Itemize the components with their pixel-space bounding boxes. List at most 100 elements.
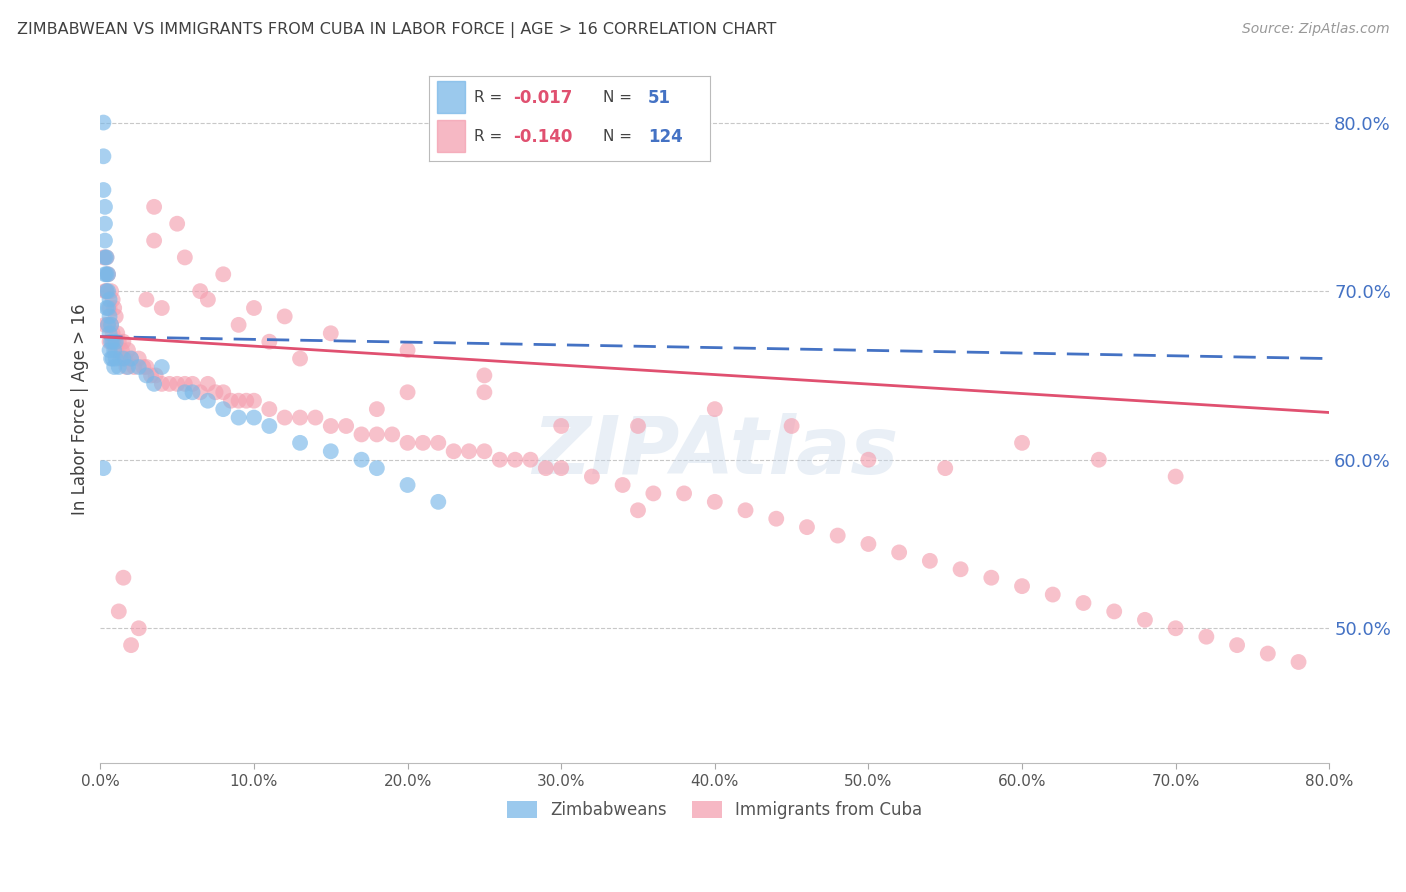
Text: R =: R =	[474, 129, 502, 145]
Point	[166, 376, 188, 391]
Point	[703, 495, 725, 509]
Point	[103, 301, 125, 315]
Point	[97, 267, 120, 281]
Point	[100, 284, 122, 298]
Point	[114, 351, 136, 366]
Point	[581, 469, 603, 483]
Point	[350, 452, 373, 467]
Point	[243, 410, 266, 425]
Point	[135, 368, 157, 383]
Point	[145, 368, 167, 383]
Point	[98, 334, 121, 349]
Point	[104, 351, 127, 366]
Point	[100, 318, 122, 332]
Point	[212, 267, 235, 281]
Point	[1164, 469, 1187, 483]
Point	[288, 435, 311, 450]
Point	[304, 410, 326, 425]
Point	[94, 234, 117, 248]
Point	[181, 385, 204, 400]
Text: 124: 124	[648, 128, 683, 145]
Point	[827, 528, 849, 542]
Point	[101, 326, 124, 341]
Point	[381, 427, 404, 442]
Point	[120, 351, 142, 366]
Point	[1288, 655, 1310, 669]
Point	[105, 326, 128, 341]
Point	[458, 444, 481, 458]
Point	[243, 393, 266, 408]
Point	[93, 251, 115, 265]
Point	[858, 452, 880, 467]
Point	[1102, 604, 1125, 618]
Point	[1226, 638, 1249, 652]
Point	[627, 503, 650, 517]
Point	[115, 359, 138, 374]
Text: N =: N =	[603, 129, 633, 145]
Point	[122, 359, 145, 374]
Point	[93, 183, 115, 197]
Point	[100, 334, 122, 349]
Point	[474, 368, 496, 383]
Point	[366, 427, 388, 442]
Point	[197, 376, 219, 391]
Point	[474, 385, 496, 400]
Point	[110, 351, 132, 366]
Point	[918, 554, 941, 568]
Point	[335, 419, 357, 434]
Point	[259, 419, 281, 434]
Point	[132, 359, 155, 374]
Point	[173, 385, 195, 400]
Point	[96, 284, 118, 298]
Point	[1133, 613, 1156, 627]
Point	[519, 452, 541, 467]
Point	[93, 115, 115, 129]
Point	[673, 486, 696, 500]
Point	[796, 520, 818, 534]
Point	[98, 326, 121, 341]
Point	[235, 393, 257, 408]
Point	[96, 251, 118, 265]
Point	[143, 234, 166, 248]
Point	[117, 343, 139, 358]
Point	[97, 267, 120, 281]
Point	[288, 410, 311, 425]
Bar	[437, 81, 465, 113]
Point	[228, 318, 250, 332]
Point	[780, 419, 803, 434]
Point	[143, 200, 166, 214]
Point	[96, 267, 118, 281]
Point	[350, 427, 373, 442]
Point	[104, 310, 127, 324]
Point	[858, 537, 880, 551]
Point	[173, 376, 195, 391]
Point	[100, 318, 122, 332]
Point	[273, 310, 295, 324]
Point	[104, 334, 127, 349]
Point	[111, 343, 134, 358]
Point	[96, 301, 118, 315]
Point	[228, 393, 250, 408]
Point	[197, 393, 219, 408]
Point	[212, 385, 235, 400]
Point	[765, 512, 787, 526]
Point	[120, 351, 142, 366]
Text: -0.017: -0.017	[513, 89, 572, 107]
Point	[128, 621, 150, 635]
Point	[288, 351, 311, 366]
Point	[934, 461, 956, 475]
Point	[98, 293, 121, 307]
Point	[980, 571, 1002, 585]
Text: ZIPAtlas: ZIPAtlas	[531, 413, 898, 491]
Point	[259, 402, 281, 417]
Text: Source: ZipAtlas.com: Source: ZipAtlas.com	[1241, 22, 1389, 37]
Point	[94, 200, 117, 214]
Point	[204, 385, 226, 400]
Point	[103, 359, 125, 374]
Point	[1257, 647, 1279, 661]
Point	[101, 334, 124, 349]
Point	[173, 251, 195, 265]
Point	[627, 419, 650, 434]
Point	[412, 435, 434, 450]
Point	[93, 461, 115, 475]
